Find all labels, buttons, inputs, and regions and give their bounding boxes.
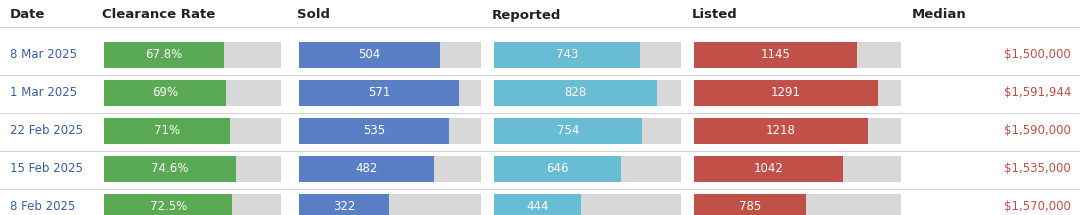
Bar xyxy=(694,80,878,106)
Text: 74.6%: 74.6% xyxy=(151,163,189,175)
Text: 1145: 1145 xyxy=(760,49,791,61)
Bar xyxy=(299,118,481,144)
Text: 1291: 1291 xyxy=(771,86,801,100)
Text: 15 Feb 2025: 15 Feb 2025 xyxy=(10,163,83,175)
Bar xyxy=(494,118,681,144)
Text: 8 Feb 2025: 8 Feb 2025 xyxy=(10,201,76,213)
Bar xyxy=(694,156,901,182)
Bar xyxy=(694,42,901,68)
Text: 1 Mar 2025: 1 Mar 2025 xyxy=(10,86,77,100)
Bar xyxy=(494,80,681,106)
Text: 571: 571 xyxy=(368,86,390,100)
Text: Sold: Sold xyxy=(297,9,330,22)
Text: 535: 535 xyxy=(363,124,384,138)
Bar xyxy=(494,156,621,182)
Text: 754: 754 xyxy=(557,124,579,138)
Bar xyxy=(494,80,657,106)
Bar xyxy=(299,80,481,106)
Bar xyxy=(104,194,232,215)
Bar xyxy=(694,118,868,144)
Text: 444: 444 xyxy=(526,201,549,213)
Bar xyxy=(299,42,441,68)
Bar xyxy=(104,118,230,144)
Text: $1,591,944: $1,591,944 xyxy=(1003,86,1071,100)
Bar xyxy=(694,80,901,106)
Text: Listed: Listed xyxy=(692,9,738,22)
Bar xyxy=(104,80,226,106)
Bar xyxy=(299,156,481,182)
Bar xyxy=(494,118,643,144)
Text: 482: 482 xyxy=(355,163,378,175)
Text: Reported: Reported xyxy=(492,9,562,22)
Bar xyxy=(104,42,224,68)
Bar xyxy=(694,156,842,182)
Text: $1,570,000: $1,570,000 xyxy=(1004,201,1071,213)
Bar xyxy=(694,42,858,68)
Text: 743: 743 xyxy=(556,49,578,61)
Text: 71%: 71% xyxy=(153,124,180,138)
Bar xyxy=(299,118,449,144)
Bar xyxy=(694,118,901,144)
Bar xyxy=(494,42,681,68)
Text: $1,500,000: $1,500,000 xyxy=(1004,49,1071,61)
Text: Clearance Rate: Clearance Rate xyxy=(102,9,215,22)
Text: $1,535,000: $1,535,000 xyxy=(1004,163,1071,175)
Text: 504: 504 xyxy=(359,49,380,61)
Text: 1042: 1042 xyxy=(754,163,783,175)
Text: 785: 785 xyxy=(739,201,761,213)
Bar xyxy=(494,194,581,215)
Bar xyxy=(494,156,681,182)
Text: 8 Mar 2025: 8 Mar 2025 xyxy=(10,49,77,61)
Bar xyxy=(299,42,481,68)
Bar xyxy=(694,194,806,215)
Text: 1218: 1218 xyxy=(766,124,796,138)
Text: 22 Feb 2025: 22 Feb 2025 xyxy=(10,124,83,138)
Bar xyxy=(299,156,434,182)
Text: 828: 828 xyxy=(565,86,586,100)
Text: 646: 646 xyxy=(546,163,569,175)
Bar xyxy=(494,194,681,215)
Bar xyxy=(494,42,640,68)
Bar xyxy=(104,118,281,144)
Bar xyxy=(299,194,389,215)
Text: $1,590,000: $1,590,000 xyxy=(1004,124,1071,138)
Text: 67.8%: 67.8% xyxy=(146,49,183,61)
Text: 69%: 69% xyxy=(152,86,178,100)
Bar xyxy=(104,156,281,182)
Bar xyxy=(694,194,901,215)
Text: 322: 322 xyxy=(333,201,355,213)
Bar xyxy=(104,80,281,106)
Bar xyxy=(299,80,459,106)
Text: Date: Date xyxy=(10,9,45,22)
Bar xyxy=(104,194,281,215)
Bar xyxy=(299,194,481,215)
Bar xyxy=(104,156,237,182)
Bar xyxy=(104,42,281,68)
Text: Median: Median xyxy=(912,9,967,22)
Text: 72.5%: 72.5% xyxy=(149,201,187,213)
